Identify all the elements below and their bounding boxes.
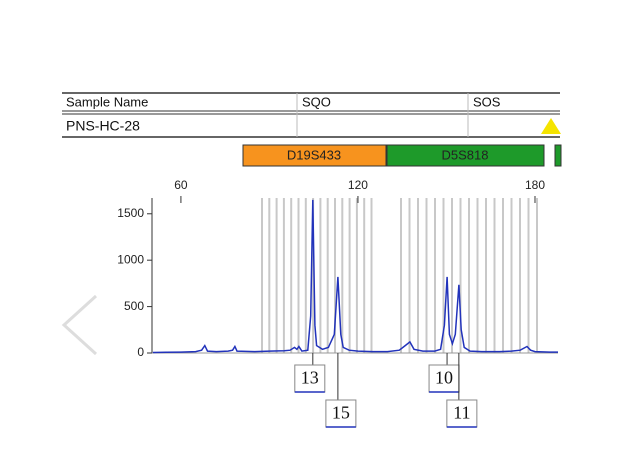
table-header: SOS — [473, 94, 501, 109]
marker-bin — [554, 144, 562, 167]
trace — [152, 199, 558, 354]
nav-arrow[interactable] — [61, 294, 98, 356]
annotation-box — [446, 399, 478, 428]
allele-label: 15 — [332, 403, 350, 423]
allele-label: 10 — [435, 368, 453, 388]
y-tick-label: 500 — [124, 299, 144, 313]
x-tick-label: 60 — [174, 178, 188, 192]
allele-label: 13 — [301, 368, 319, 388]
table-cell: PNS-HC-28 — [66, 118, 140, 134]
allele-label: 11 — [453, 403, 470, 423]
y-tick-label: 1500 — [117, 206, 144, 220]
warning-icon — [541, 118, 561, 134]
x-tick-label: 180 — [525, 178, 545, 192]
marker-label: D5S818 — [442, 147, 489, 162]
annotation-box — [325, 399, 357, 428]
y-tick-label: 1000 — [117, 252, 144, 266]
annotation-box — [294, 364, 326, 393]
x-tick-label: 120 — [348, 178, 368, 192]
table-header: SQO — [302, 94, 331, 109]
marker-label: D19S433 — [287, 147, 341, 162]
table-header: Sample Name — [66, 94, 148, 109]
y-tick-label: 0 — [137, 345, 144, 359]
marker-bin — [386, 144, 545, 167]
marker-bin — [242, 144, 387, 167]
